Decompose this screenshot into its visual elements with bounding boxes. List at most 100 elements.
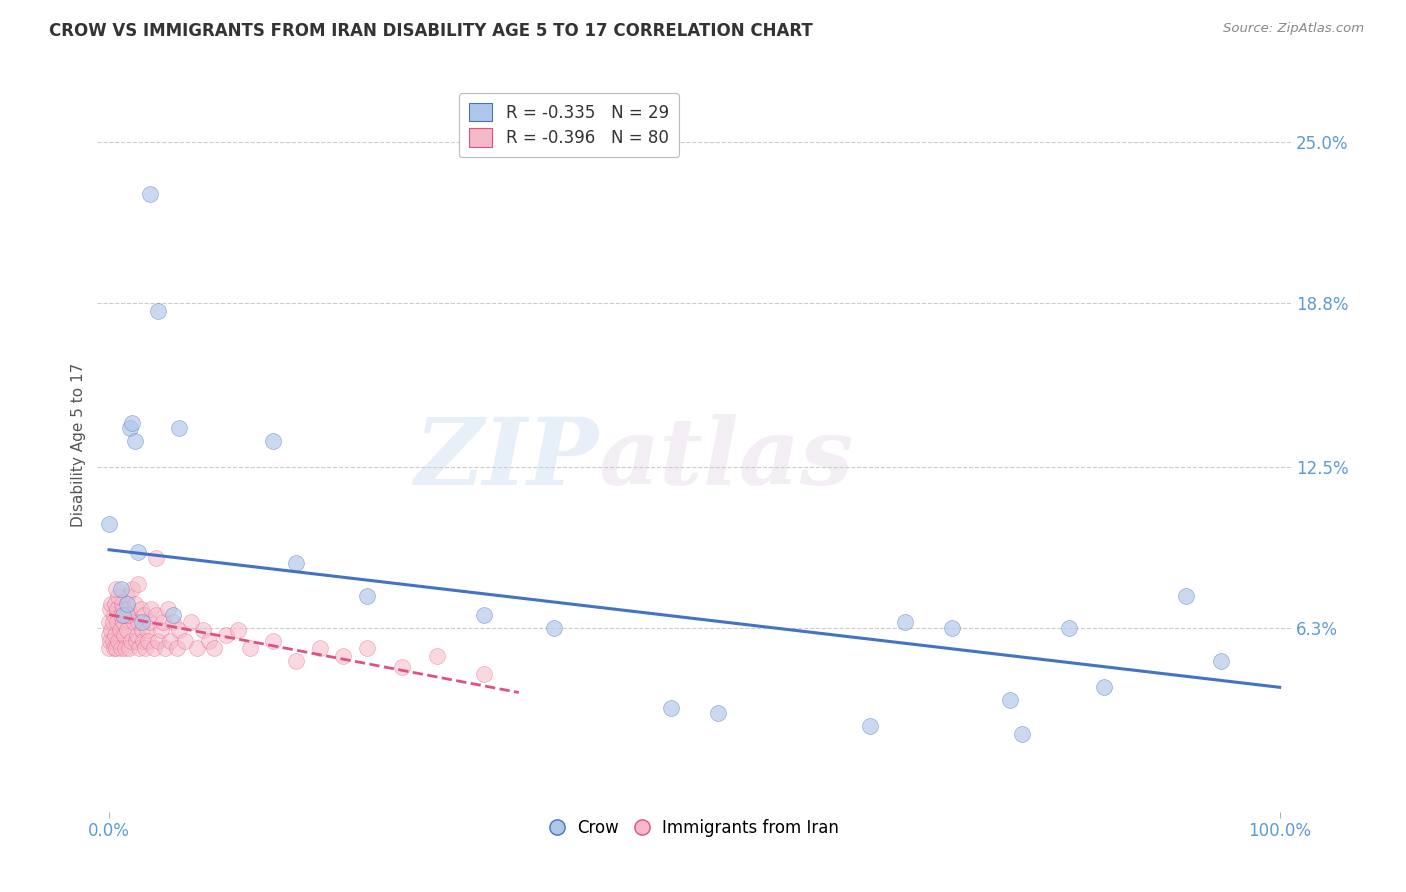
Point [105,602,128,616]
Point [174,633,197,648]
Point [472,607,495,622]
Point [1057,621,1080,635]
Point [104,628,127,642]
Text: ZIP: ZIP [415,415,599,504]
Point [145,550,167,565]
Point [124,434,146,448]
Point [124,597,146,611]
Point [543,621,565,635]
Point [98,615,121,630]
Point [706,706,728,721]
Point [110,607,132,622]
Point [156,602,179,616]
Point [115,624,138,638]
Point [162,607,184,622]
Point [202,641,225,656]
Text: CROW VS IMMIGRANTS FROM IRAN DISABILITY AGE 5 TO 17 CORRELATION CHART: CROW VS IMMIGRANTS FROM IRAN DISABILITY … [49,22,813,40]
Point [262,434,284,448]
Point [112,607,135,622]
Point [129,602,152,616]
Point [1092,681,1115,695]
Point [122,615,145,630]
Point [169,624,191,638]
Point [101,615,124,630]
Point [148,304,170,318]
Point [111,597,134,611]
Point [145,607,167,622]
Point [148,633,170,648]
Point [115,597,138,611]
Point [120,607,142,622]
Point [121,582,143,596]
Point [128,641,150,656]
Point [107,590,129,604]
Point [117,602,139,616]
Point [120,421,142,435]
Point [112,628,135,642]
Point [139,615,162,630]
Point [356,641,378,656]
Point [152,615,174,630]
Point [131,624,153,638]
Point [142,641,165,656]
Point [1011,727,1033,741]
Point [104,597,127,611]
Point [131,615,153,630]
Point [162,615,184,630]
Point [155,641,177,656]
Point [180,615,202,630]
Point [115,607,138,622]
Point [127,545,149,559]
Point [110,641,132,656]
Point [1209,654,1232,668]
Point [141,602,163,616]
Point [139,187,162,202]
Point [472,667,495,681]
Point [135,624,157,638]
Point [941,621,963,635]
Point [332,649,354,664]
Point [215,628,238,642]
Point [262,633,284,648]
Point [1000,693,1022,707]
Point [127,576,149,591]
Point [118,641,141,656]
Point [285,556,308,570]
Point [125,633,148,648]
Point [391,659,413,673]
Point [197,633,219,648]
Point [238,641,260,656]
Point [103,641,125,656]
Point [186,641,208,656]
Point [98,628,121,642]
Point [120,633,142,648]
Point [112,602,135,616]
Point [226,624,249,638]
Point [134,607,156,622]
Point [107,633,129,648]
Point [101,633,124,648]
Point [108,624,131,638]
Point [100,597,122,611]
Point [115,590,138,604]
Point [166,641,188,656]
Point [859,719,882,733]
Point [98,602,121,616]
Point [112,615,135,630]
Point [659,701,682,715]
Text: atlas: atlas [599,415,853,504]
Point [356,590,378,604]
Point [1175,590,1198,604]
Point [110,582,132,596]
Point [105,582,128,596]
Point [98,641,121,656]
Point [426,649,449,664]
Text: Source: ZipAtlas.com: Source: ZipAtlas.com [1223,22,1364,36]
Point [105,615,128,630]
Point [121,416,143,430]
Point [105,641,128,656]
Y-axis label: Disability Age 5 to 17: Disability Age 5 to 17 [72,362,86,527]
Point [127,615,149,630]
Point [894,615,917,630]
Point [100,624,122,638]
